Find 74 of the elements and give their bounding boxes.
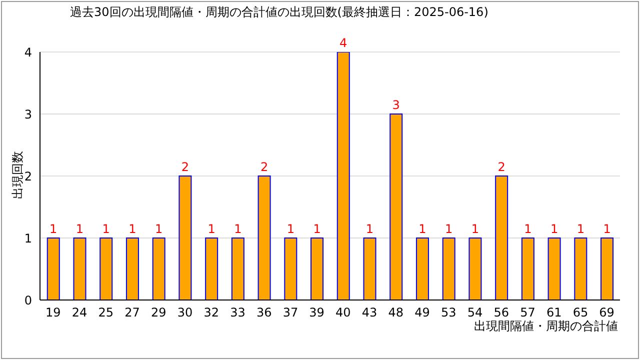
- y-tick-label: 1: [24, 231, 32, 246]
- bar: [178, 176, 192, 300]
- bar: [336, 52, 350, 300]
- x-tick-label: 57: [520, 306, 536, 320]
- bar: [495, 176, 508, 300]
- data-label: 3: [392, 98, 400, 112]
- data-label: 1: [418, 222, 426, 236]
- x-tick-label: 48: [388, 306, 404, 320]
- data-label: 1: [286, 222, 294, 236]
- data-label: 1: [234, 222, 242, 236]
- bar: [46, 238, 60, 300]
- y-axis-title: 出現回数: [10, 150, 25, 201]
- y-tick-label: 3: [24, 107, 32, 122]
- x-tick-label: 65: [572, 306, 588, 320]
- x-tick-label: 43: [362, 306, 378, 320]
- bar: [574, 238, 588, 300]
- bar: [600, 238, 614, 300]
- data-label: 2: [260, 160, 268, 174]
- x-tick-label: 69: [599, 306, 614, 320]
- data-label: 1: [366, 222, 374, 236]
- x-tick-label: 32: [204, 306, 220, 320]
- x-tick-label: 30: [177, 306, 193, 320]
- x-tick-label: 24: [72, 306, 88, 320]
- data-label: 2: [181, 160, 190, 174]
- bar: [100, 238, 113, 300]
- data-label: 1: [550, 222, 558, 236]
- x-tick-label: 49: [414, 306, 430, 320]
- x-tick-label: 61: [546, 306, 562, 320]
- bar: [468, 238, 482, 300]
- data-label: 4: [340, 36, 348, 50]
- data-label: 1: [445, 222, 453, 236]
- chart-title: 過去30回の出現間隔値・周期の合計値の出現回数(最終抽選日：2025-06-16): [70, 4, 488, 21]
- bar: [548, 238, 561, 300]
- data-label: 1: [603, 222, 611, 236]
- x-tick-label: 39: [309, 306, 324, 320]
- bar: [152, 238, 166, 300]
- data-label: 1: [155, 222, 163, 236]
- data-label: 1: [313, 222, 321, 236]
- bar: [363, 238, 376, 300]
- y-tick-label: 2: [24, 169, 32, 184]
- y-tick-label: 0: [24, 293, 32, 308]
- bar: [126, 238, 139, 300]
- bar: [73, 238, 86, 300]
- x-tick-label: 53: [440, 306, 456, 320]
- y-tick-label: 4: [24, 45, 32, 60]
- data-label: 1: [524, 222, 532, 236]
- data-label: 1: [50, 222, 58, 236]
- x-tick-label: 56: [494, 306, 510, 320]
- x-tick-label: 29: [150, 306, 166, 320]
- bar: [521, 238, 534, 300]
- bar: [258, 176, 271, 300]
- x-tick-label: 25: [98, 306, 114, 320]
- bar: [310, 238, 324, 300]
- data-label: 1: [471, 222, 480, 236]
- bar: [416, 238, 429, 300]
- data-label: 1: [576, 222, 584, 236]
- data-label: 2: [498, 160, 506, 174]
- x-tick-label: 33: [230, 306, 246, 320]
- x-tick-label: 19: [46, 306, 61, 320]
- bar: [390, 114, 403, 300]
- data-label: 1: [208, 222, 216, 236]
- bar: [442, 238, 456, 300]
- x-axis-title: 出現間隔値・周期の合計値: [474, 318, 618, 335]
- x-tick-label: 36: [256, 306, 272, 320]
- bar: [205, 238, 218, 300]
- data-label: 1: [76, 222, 84, 236]
- x-tick-label: 54: [467, 306, 483, 320]
- data-label: 1: [128, 222, 136, 236]
- data-label: 1: [102, 222, 110, 236]
- x-tick-label: 27: [124, 306, 140, 320]
- x-tick-label: 40: [336, 306, 351, 320]
- bar: [284, 238, 298, 300]
- bar: [231, 238, 244, 300]
- x-tick-label: 37: [282, 306, 298, 320]
